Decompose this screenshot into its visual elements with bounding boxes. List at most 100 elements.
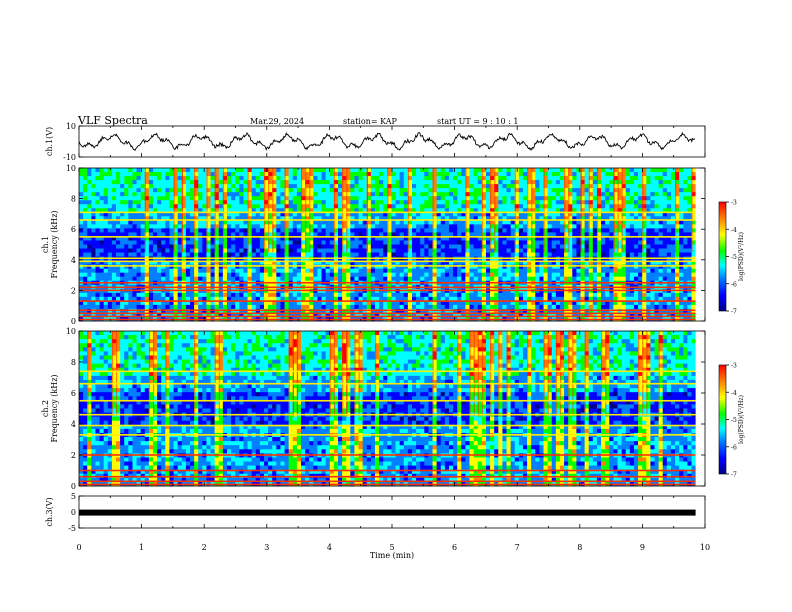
spectrogram-cell	[239, 240, 244, 245]
spectrogram-cell	[354, 268, 359, 274]
spectrogram-cell	[222, 172, 228, 177]
spectrogram-cell	[284, 228, 290, 233]
spectrogram-cell	[683, 292, 688, 298]
spectrogram-cell	[588, 212, 594, 217]
spectrogram-cell	[181, 196, 187, 201]
spectrogram-cell	[305, 172, 310, 177]
spectrogram-cell	[399, 232, 405, 237]
spectrogram-cell	[646, 268, 651, 274]
spectrogram-cell	[152, 232, 158, 237]
spectrogram-cell	[268, 240, 273, 245]
spectrogram-cell	[683, 204, 688, 209]
spectrogram-cell	[206, 248, 211, 253]
spectrogram-cell	[666, 232, 672, 237]
spectrogram-cell	[428, 176, 433, 181]
spectrogram-cell	[411, 292, 417, 298]
spectrogram-cell	[481, 272, 487, 278]
spectrogram-cell	[580, 244, 586, 249]
spectrogram-cell	[374, 260, 380, 266]
spectrogram-cell	[144, 300, 150, 306]
spectrogram-cell	[662, 212, 668, 217]
spectrogram-cell	[165, 300, 170, 306]
spectrogram-cell	[395, 180, 401, 185]
spectrogram-cell	[243, 168, 248, 173]
spectrogram-cell	[128, 216, 133, 221]
spectrogram-cell	[531, 252, 536, 257]
spectrogram-cell	[83, 276, 88, 282]
spectrogram-cell	[259, 180, 265, 185]
spectrogram-cell	[547, 216, 553, 221]
spectrogram-cell	[161, 204, 166, 209]
spectrogram-cell	[325, 296, 331, 302]
spectrogram-cell	[169, 248, 174, 253]
spectrogram-cell	[506, 244, 512, 249]
spectrogram-cell	[288, 264, 294, 270]
spectrogram-cell	[658, 296, 664, 302]
spectrogram-cell	[580, 264, 586, 270]
spectrogram-cell	[116, 260, 121, 266]
spectrogram-cell	[580, 268, 586, 274]
spectrogram-cell	[313, 268, 318, 274]
spectrogram-cell	[309, 180, 314, 185]
spectrogram-cell	[403, 224, 409, 229]
spectrogram-cell	[239, 224, 244, 229]
spectrogram-cell	[650, 292, 655, 298]
spectrogram-cell	[473, 252, 479, 257]
spectrogram-cell	[527, 172, 532, 177]
spectrogram-cell	[325, 252, 331, 257]
spectrogram-cell	[428, 168, 433, 173]
spectrogram-cell	[210, 172, 216, 177]
spectrogram-cell	[280, 268, 285, 274]
spectrogram-cell	[387, 248, 392, 253]
spectrogram-cell	[440, 208, 446, 213]
spectrogram-cell	[268, 212, 273, 217]
spectrogram-cell	[189, 180, 195, 185]
spectrogram-cell	[148, 240, 154, 245]
spectrogram-cell	[477, 240, 483, 245]
spectrogram-cell	[161, 184, 166, 189]
spectrogram-cell	[588, 264, 594, 270]
spectrogram-cell	[235, 292, 240, 298]
spectrogram-cell	[576, 264, 581, 270]
spectrogram-cell	[296, 172, 302, 177]
spectrogram-cell	[654, 244, 660, 249]
spectrogram-cell	[543, 248, 549, 253]
spectrogram-cell	[366, 236, 372, 241]
spectrogram-cell	[226, 272, 232, 278]
spectrogram-cell	[173, 224, 179, 229]
spectrogram-cell	[374, 236, 380, 241]
spectrogram-cell	[276, 200, 281, 205]
spectrogram-cell	[231, 212, 236, 217]
spectrogram-cell	[366, 260, 372, 266]
spectrogram-cell	[531, 240, 536, 245]
spectrogram-cell	[144, 264, 150, 270]
spectrogram-cell	[210, 176, 216, 181]
spectrogram-cell	[362, 236, 368, 241]
spectrogram-cell	[309, 184, 314, 189]
spectrogram-cell	[243, 272, 248, 278]
spectrogram-cell	[576, 216, 581, 221]
spectrogram-cell	[605, 272, 610, 278]
spectrogram-cell	[555, 168, 561, 173]
spectrogram-cell	[391, 172, 396, 177]
spectrogram-cell	[691, 232, 697, 237]
spectrogram-cell	[568, 168, 573, 173]
spectrogram-cell	[601, 212, 606, 217]
spectrogram-cell	[444, 276, 450, 282]
spectrogram-cell	[169, 252, 174, 257]
spectrogram-cell	[177, 180, 183, 185]
spectrogram-cell	[95, 264, 100, 270]
spectrogram-cell	[111, 268, 117, 274]
spectrogram-cell	[436, 168, 442, 173]
spectrogram-cell	[473, 176, 479, 181]
spectrogram-cell	[346, 228, 351, 233]
spectrogram-cell	[436, 248, 442, 253]
spectrogram-cell	[79, 252, 84, 257]
spectrogram-cell	[617, 188, 623, 193]
spectrogram-cell	[601, 168, 606, 173]
spectrogram-cell	[152, 228, 158, 233]
spectrogram-cell	[251, 296, 257, 302]
spectrogram-cell	[654, 248, 660, 253]
spectrogram-cell	[333, 216, 339, 221]
